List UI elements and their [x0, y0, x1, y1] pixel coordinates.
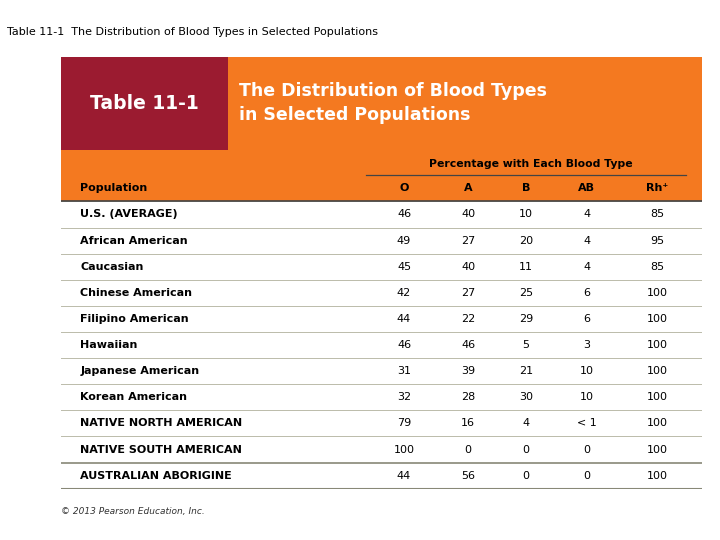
Text: 39: 39 — [461, 366, 475, 376]
Text: 100: 100 — [647, 340, 667, 350]
Text: 40: 40 — [461, 210, 475, 219]
Text: 100: 100 — [647, 471, 667, 481]
Text: 11: 11 — [519, 262, 533, 272]
Text: Percentage with Each Blood Type: Percentage with Each Blood Type — [429, 159, 632, 168]
Text: Filipino American: Filipino American — [81, 314, 189, 324]
Text: 42: 42 — [397, 288, 411, 298]
Bar — [61, 57, 702, 150]
Text: 44: 44 — [397, 314, 411, 324]
Text: O: O — [400, 183, 409, 193]
Text: 0: 0 — [522, 471, 529, 481]
Text: 44: 44 — [397, 471, 411, 481]
Text: 100: 100 — [647, 314, 667, 324]
Text: 100: 100 — [647, 366, 667, 376]
Text: African American: African American — [81, 235, 188, 246]
Text: Table 11-1  The Distribution of Blood Types in Selected Populations: Table 11-1 The Distribution of Blood Typ… — [7, 28, 378, 37]
Text: 25: 25 — [518, 288, 533, 298]
Text: 6: 6 — [583, 288, 590, 298]
Text: 5: 5 — [522, 340, 529, 350]
Text: 22: 22 — [461, 314, 475, 324]
Text: Table 11-1: Table 11-1 — [90, 93, 199, 113]
Text: 49: 49 — [397, 235, 411, 246]
Text: B: B — [521, 183, 530, 193]
Text: 4: 4 — [583, 235, 590, 246]
Text: NATIVE SOUTH AMERICAN: NATIVE SOUTH AMERICAN — [81, 444, 243, 455]
Text: 4: 4 — [583, 262, 590, 272]
Text: 0: 0 — [464, 444, 472, 455]
Text: 10: 10 — [519, 210, 533, 219]
Text: 27: 27 — [461, 288, 475, 298]
Text: 85: 85 — [650, 262, 665, 272]
Text: © 2013 Pearson Education, Inc.: © 2013 Pearson Education, Inc. — [61, 507, 205, 516]
Text: 16: 16 — [461, 418, 475, 428]
Text: U.S. (AVERAGE): U.S. (AVERAGE) — [81, 210, 178, 219]
Bar — [61, 57, 228, 150]
Text: 4: 4 — [583, 210, 590, 219]
Text: 95: 95 — [650, 235, 665, 246]
Text: Population: Population — [81, 183, 148, 193]
Text: 3: 3 — [583, 340, 590, 350]
Text: 0: 0 — [522, 444, 529, 455]
Text: 30: 30 — [519, 392, 533, 402]
Text: 0: 0 — [583, 444, 590, 455]
Text: Caucasian: Caucasian — [81, 262, 144, 272]
Text: 32: 32 — [397, 392, 411, 402]
Text: Korean American: Korean American — [81, 392, 187, 402]
Text: The Distribution of Blood Types
in Selected Populations: The Distribution of Blood Types in Selec… — [239, 82, 547, 124]
Text: 6: 6 — [583, 314, 590, 324]
Text: 40: 40 — [461, 262, 475, 272]
Text: Japanese American: Japanese American — [81, 366, 199, 376]
Text: 21: 21 — [518, 366, 533, 376]
Text: 79: 79 — [397, 418, 411, 428]
Text: 0: 0 — [583, 471, 590, 481]
Text: NATIVE NORTH AMERICAN: NATIVE NORTH AMERICAN — [81, 418, 243, 428]
Text: AUSTRALIAN ABORIGINE: AUSTRALIAN ABORIGINE — [81, 471, 232, 481]
Text: 56: 56 — [461, 471, 475, 481]
Text: AB: AB — [578, 183, 595, 193]
Text: 20: 20 — [518, 235, 533, 246]
Text: Rh⁺: Rh⁺ — [646, 183, 668, 193]
Text: Chinese American: Chinese American — [81, 288, 192, 298]
Text: 100: 100 — [647, 444, 667, 455]
Bar — [61, 150, 702, 201]
Text: 100: 100 — [394, 444, 415, 455]
Text: 46: 46 — [461, 340, 475, 350]
Text: 46: 46 — [397, 340, 411, 350]
Text: 100: 100 — [647, 392, 667, 402]
Text: 10: 10 — [580, 366, 594, 376]
Text: 4: 4 — [522, 418, 529, 428]
Text: 31: 31 — [397, 366, 411, 376]
Text: 45: 45 — [397, 262, 411, 272]
Text: < 1: < 1 — [577, 418, 597, 428]
Text: 100: 100 — [647, 418, 667, 428]
Text: Hawaiian: Hawaiian — [81, 340, 138, 350]
Text: 29: 29 — [518, 314, 533, 324]
Text: 28: 28 — [461, 392, 475, 402]
Text: A: A — [464, 183, 472, 193]
Text: 10: 10 — [580, 392, 594, 402]
Text: 46: 46 — [397, 210, 411, 219]
Text: 100: 100 — [647, 288, 667, 298]
Text: 27: 27 — [461, 235, 475, 246]
Text: 85: 85 — [650, 210, 665, 219]
